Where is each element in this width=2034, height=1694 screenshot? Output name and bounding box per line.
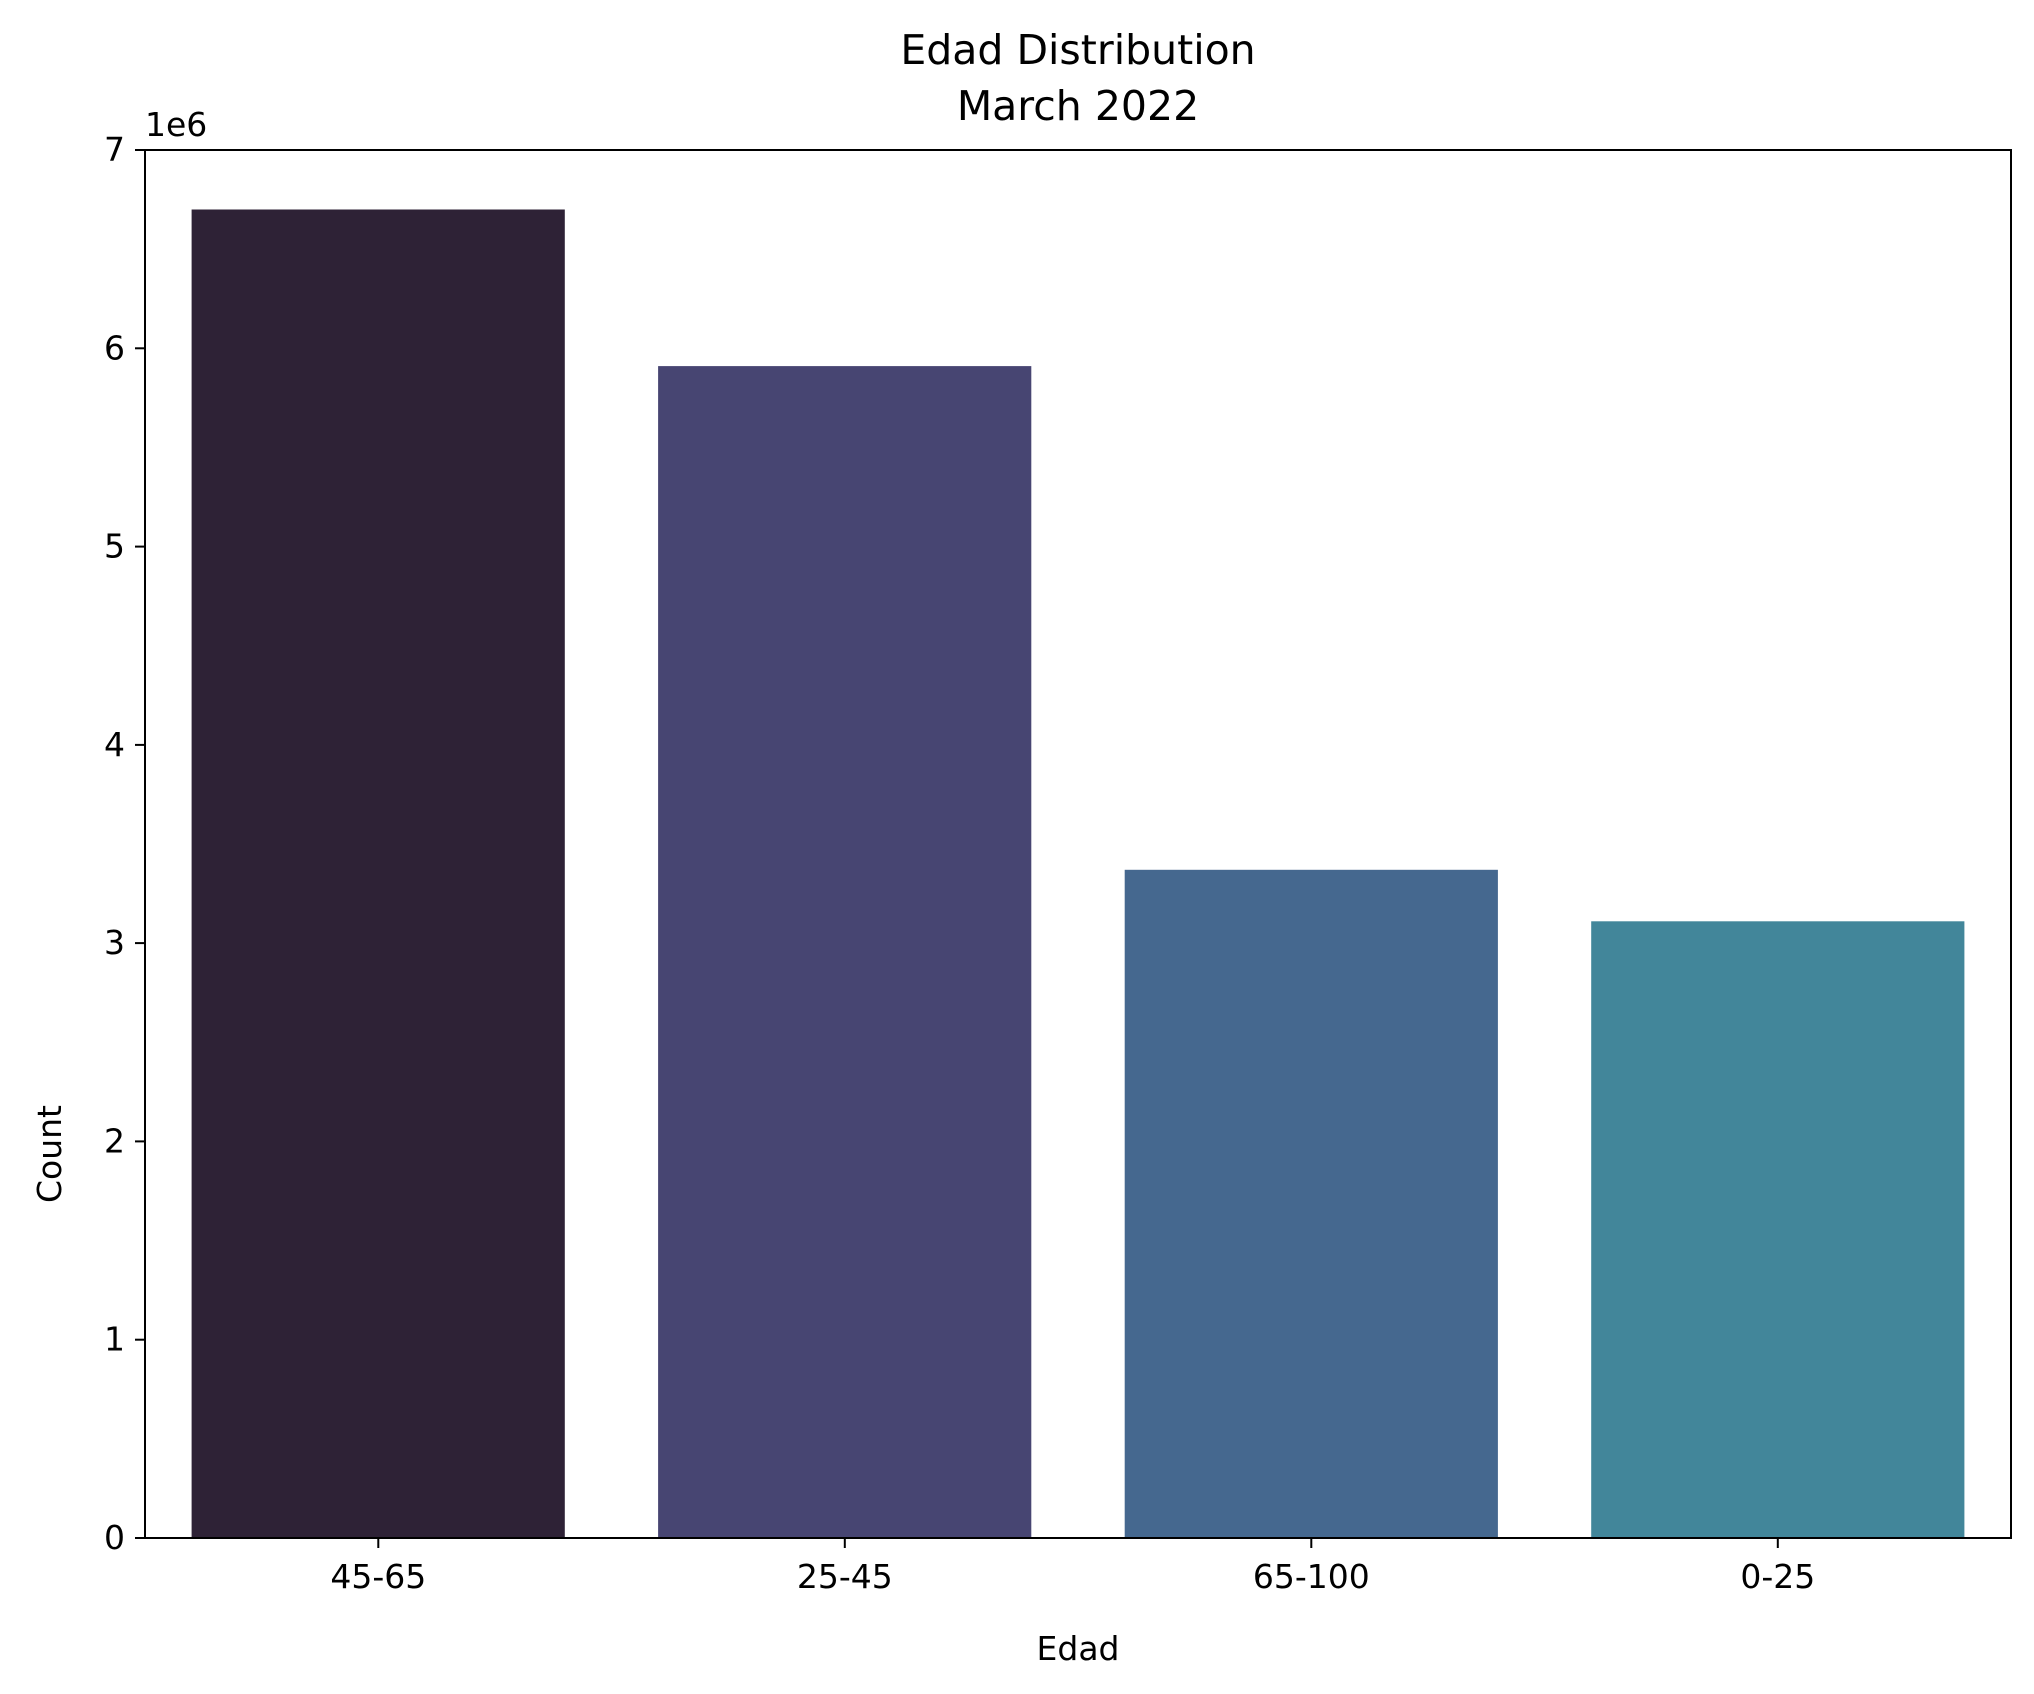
bar-0-25 <box>1591 921 1965 1538</box>
y-tick-label: 1 <box>104 1320 125 1359</box>
bars-layer <box>191 209 1965 1539</box>
chart-title: Edad Distribution <box>900 26 1255 74</box>
bar-45-65 <box>191 209 565 1538</box>
x-tick-label: 65-100 <box>1253 1557 1370 1596</box>
y-axis-offset-label: 1e6 <box>145 105 207 144</box>
y-axis-label: Count <box>30 1105 69 1203</box>
y-tick-label: 0 <box>104 1518 125 1557</box>
plot-frame <box>144 149 2012 1539</box>
y-tick-label: 7 <box>104 130 125 169</box>
y-tick-label: 4 <box>104 725 125 764</box>
x-tick-label: 45-65 <box>330 1557 426 1596</box>
ticks-layer: 45-65 25-45 65-100 0-25 0 1 2 3 4 5 6 7 <box>104 130 1815 1596</box>
y-tick-label: 2 <box>104 1121 125 1160</box>
bar-25-45 <box>658 366 1032 1539</box>
y-tick-label: 6 <box>104 328 125 367</box>
x-axis-label: Edad <box>1037 1629 1120 1668</box>
x-tick-label: 0-25 <box>1740 1557 1815 1596</box>
chart-subtitle: March 2022 <box>957 82 1199 130</box>
bar-65-100 <box>1124 869 1498 1538</box>
y-tick-label: 5 <box>104 527 125 566</box>
x-tick-label: 25-45 <box>797 1557 893 1596</box>
y-tick-label: 3 <box>104 923 125 962</box>
